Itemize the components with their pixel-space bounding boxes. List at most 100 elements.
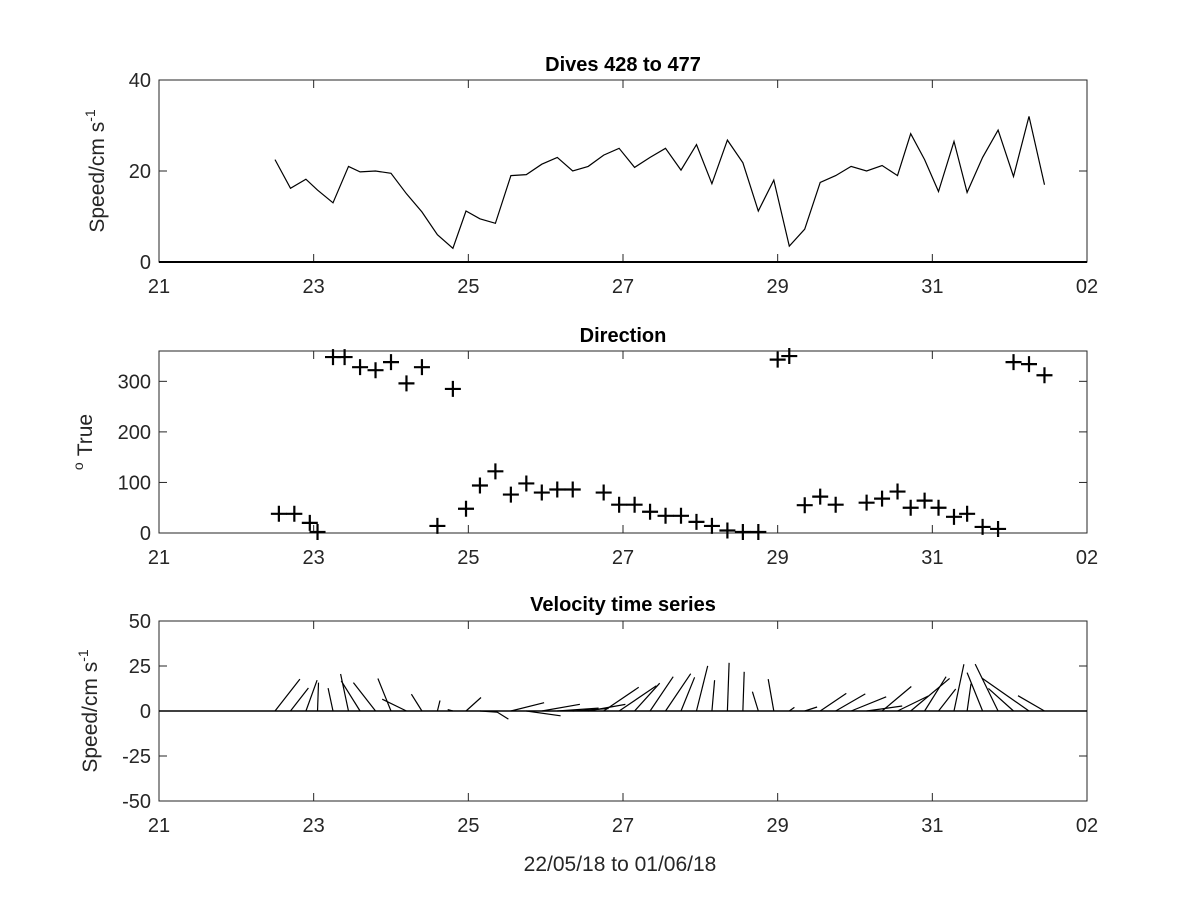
svg-text:Speed/cm s-1: Speed/cm s-1 [75,649,102,773]
velocity-stick [495,710,509,720]
velocity-stick [274,678,301,712]
velocity-stick [340,673,350,712]
direction-y-axis-label-degree: o [70,462,86,470]
speed-x-tick-label: 21 [148,276,170,298]
direction-y-axis-label-text: True [74,414,97,456]
direction-point [533,484,550,501]
velocity-stick [742,671,745,712]
direction-point [383,354,399,371]
direction-x-tick-label: 21 [148,547,170,569]
speed-panel: Dives 428 to 477 Speed/cm s-1 21 23 25 27 29… [82,54,1098,298]
direction-point [444,380,461,397]
direction-point [595,484,612,501]
speed-series-line [274,116,1046,250]
direction-point [930,499,947,516]
direction-point [858,494,875,511]
direction-point [336,349,353,366]
direction-point [270,505,287,522]
velocity-stick [377,678,392,712]
direction-point [626,496,643,513]
direction-point [642,503,659,520]
direction-point [916,492,933,509]
velocity-stick [835,693,866,712]
direction-point [657,507,674,524]
speed-plot-area [158,79,1088,263]
velocity-stick [881,686,912,712]
velocity-stick [924,676,947,712]
velocity-stick [526,710,561,717]
velocity-stick [634,682,661,712]
velocity-y-axis-label-exponent: -1 [75,649,91,662]
velocity-y-axis-label-text: Speed/cm s [79,662,102,773]
speed-x-tick-label: 02 [1076,276,1098,298]
direction-point [429,517,446,534]
direction-point [812,488,829,505]
direction-plot-area [158,350,1088,534]
velocity-stick [938,688,957,712]
direction-point [549,481,566,498]
velocity-stick [987,687,1014,712]
speed-y-axis-label-exponent: -1 [82,109,98,122]
velocity-stick [711,680,716,712]
velocity-stick [819,692,847,712]
direction-panel: Direction o True 21 23 25 27 29 31 02 0 100 200 30… [70,325,1098,569]
direction-point [796,497,813,514]
direction-point [734,523,751,540]
velocity-stick [1017,695,1045,712]
velocity-stick [788,706,795,712]
velocity-stick [541,703,581,712]
velocity-stick [618,685,657,712]
direction-point [398,375,415,392]
speed-y-axis-label-text: Speed/cm s [86,122,109,233]
velocity-x-tick-label: 21 [148,815,170,837]
direction-point [458,500,475,517]
direction-point [889,483,906,500]
velocity-stick [510,702,545,712]
velocity-stick [316,682,320,712]
direction-point [974,518,991,535]
direction-point [673,507,689,524]
direction-point [959,505,976,522]
velocity-stick [436,700,441,712]
velocity-stick [588,703,626,712]
direction-point [471,477,488,494]
direction-point [286,505,303,522]
velocity-chart-title: Velocity time series [530,594,716,616]
velocity-stick [910,677,950,712]
direction-point [1005,354,1022,371]
velocity-stick [557,707,599,712]
velocity-y-tick-label: 0 [140,701,151,723]
velocity-stick [465,697,482,712]
velocity-stick [726,662,730,712]
direction-point [703,517,720,534]
direction-point [1021,356,1037,373]
velocity-stick [305,679,318,712]
velocity-y-tick-label: -25 [122,746,151,768]
velocity-y-tick-label: 25 [129,656,151,678]
velocity-stick [603,686,640,712]
direction-point [367,362,384,379]
direction-x-tick-label: 25 [457,547,479,569]
speed-x-tick-label: 29 [767,276,789,298]
direction-chart-title: Direction [580,325,667,347]
velocity-stick [966,683,972,712]
velocity-x-tick-label: 25 [457,815,479,837]
direction-point [1036,367,1053,384]
direction-point [352,359,369,376]
velocity-panel: Velocity time series Speed/cm s-1 21 23 25… [75,594,1098,876]
velocity-y-tick-label: 50 [129,611,151,633]
direction-y-tick-label: 0 [140,523,151,545]
speed-x-tick-label: 25 [457,276,479,298]
direction-point [309,523,326,540]
velocity-x-tick-label: 29 [767,815,789,837]
direction-point [413,359,430,376]
svg-text:oTrue: o True [70,414,97,470]
velocity-stick [649,676,674,712]
speed-y-tick-label: 0 [140,252,151,274]
direction-y-tick-label: 100 [118,472,151,494]
velocity-stick [751,691,759,712]
speed-x-tick-label: 23 [303,276,325,298]
direction-point [611,496,628,513]
velocity-stick [340,680,361,712]
direction-point [990,520,1007,537]
